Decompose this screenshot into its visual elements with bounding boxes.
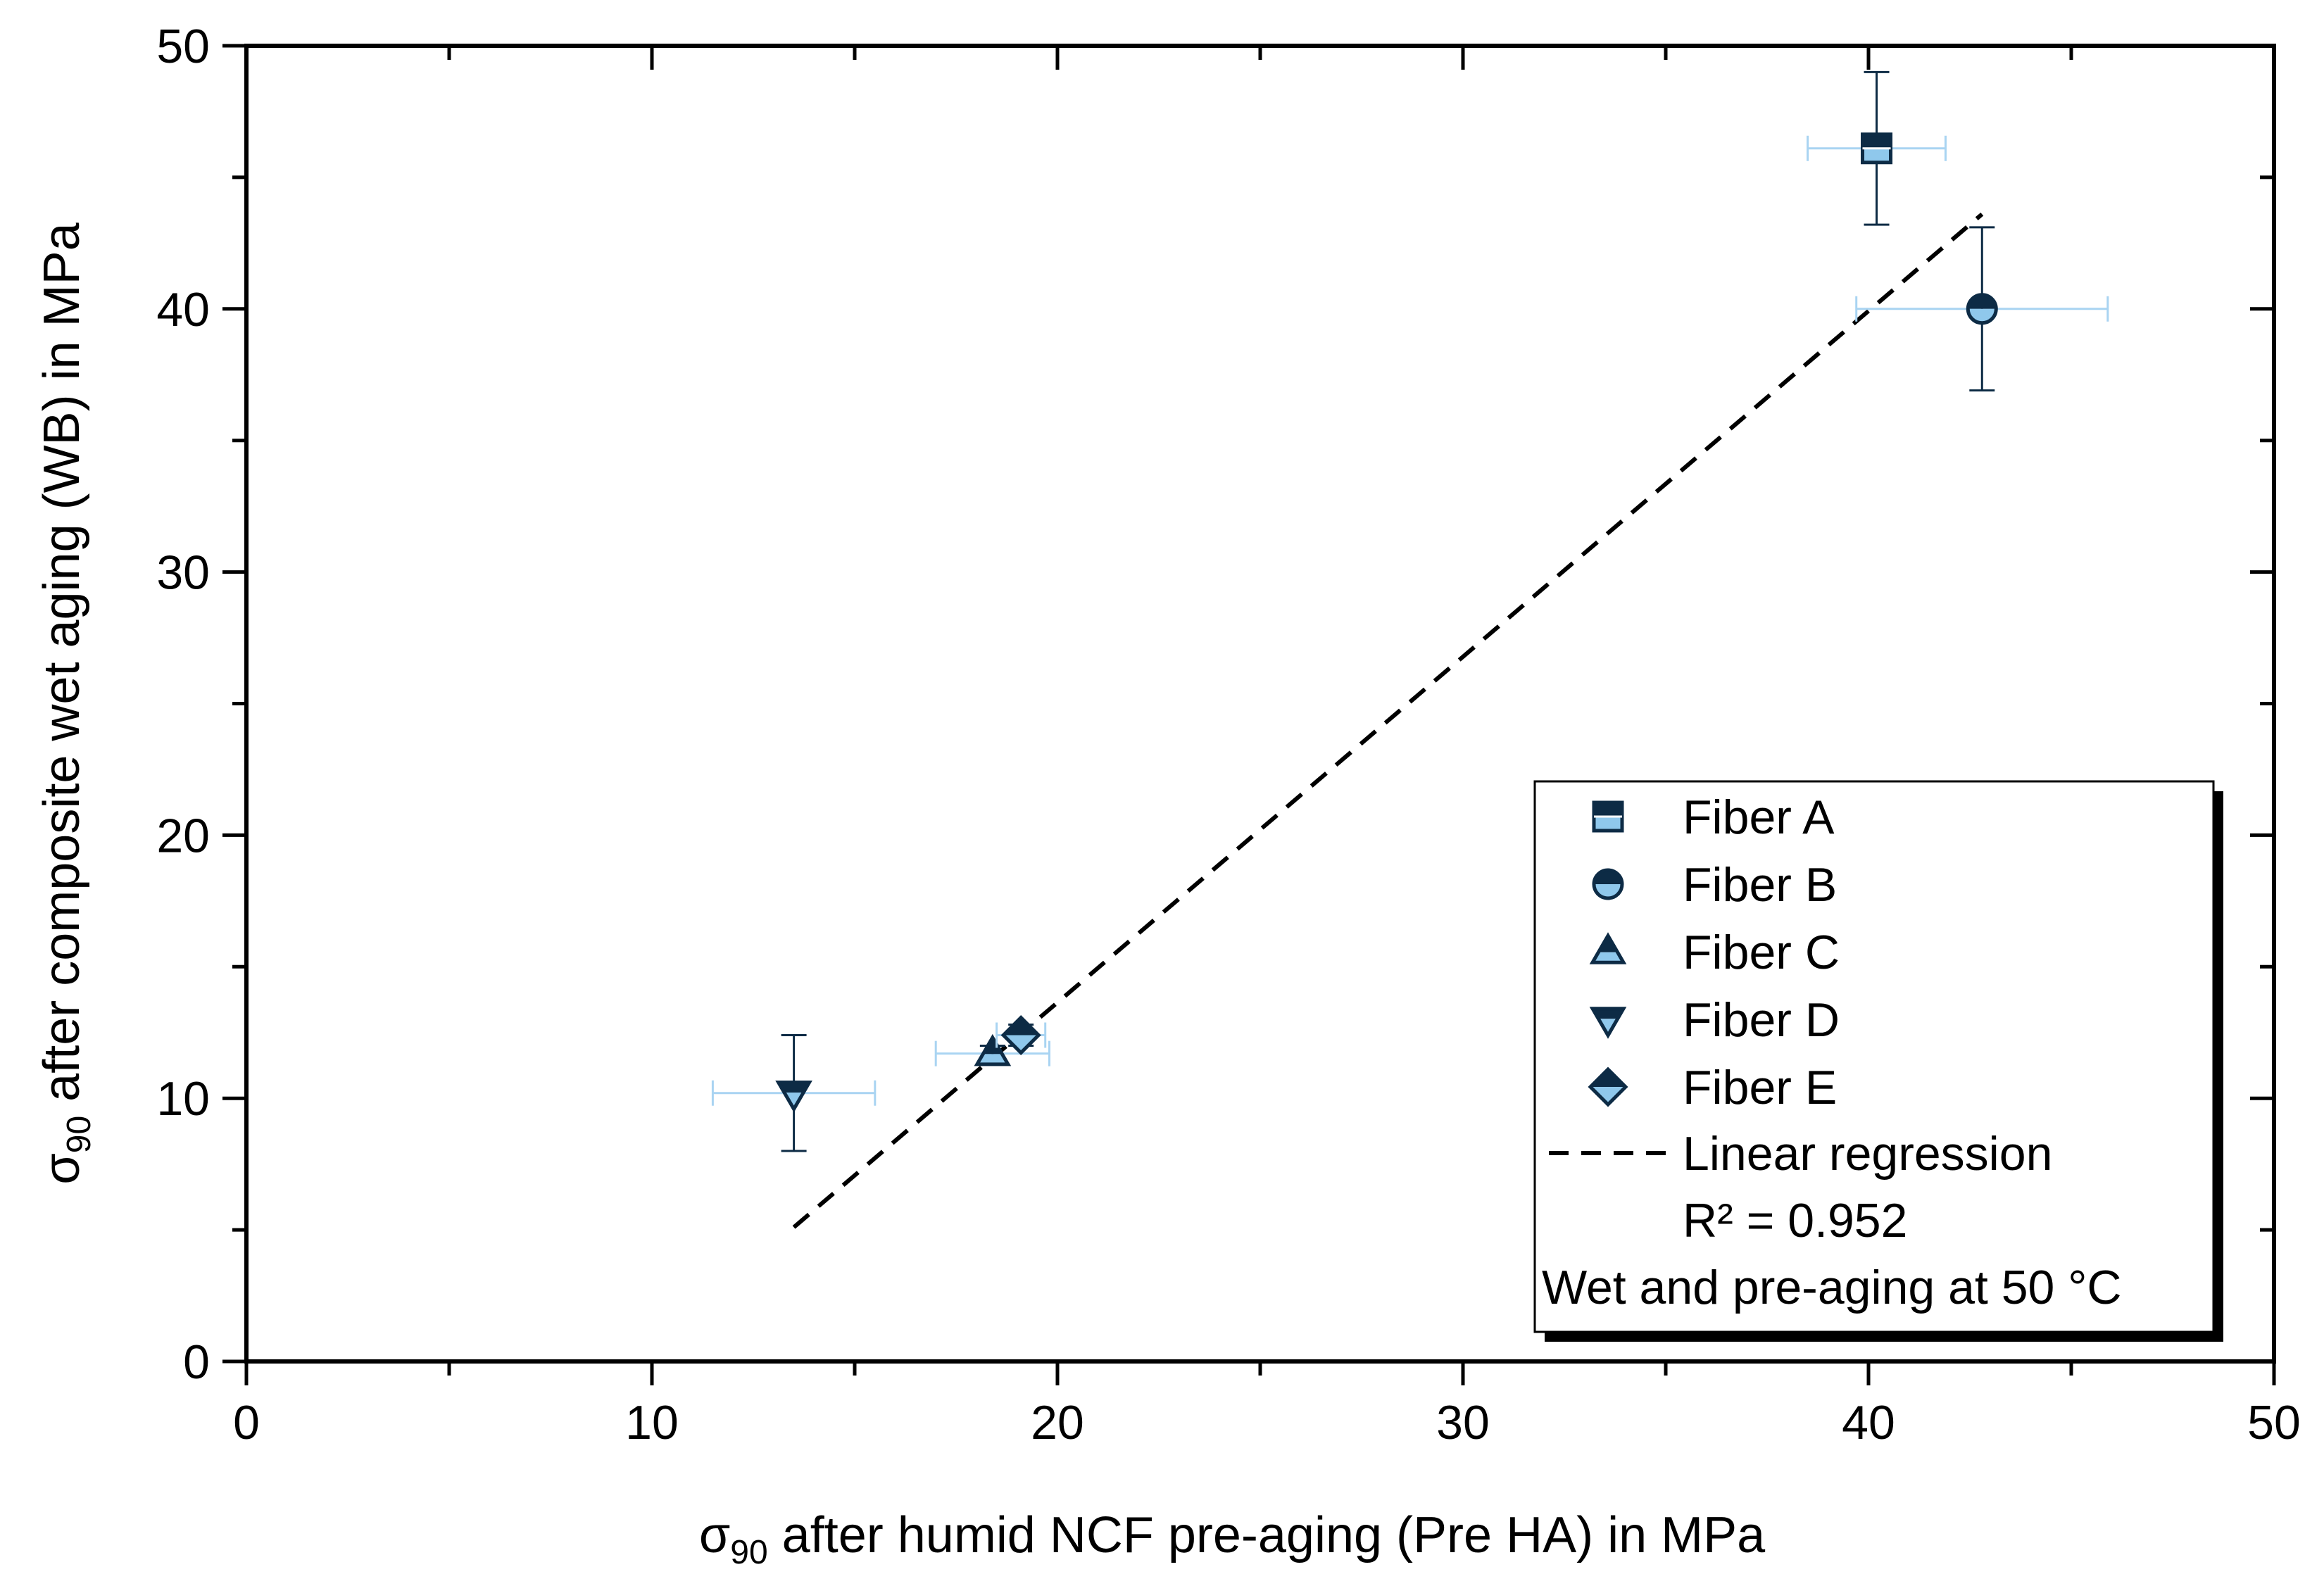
- marker-bottom-half: [1594, 817, 1622, 831]
- fiber-a-point-group: [1807, 70, 1947, 226]
- x-tick-label: 10: [625, 1396, 679, 1449]
- legend-item-fiber-d: Fiber D: [1589, 993, 1840, 1047]
- marker-bottom-half: [976, 1054, 1008, 1064]
- legend-label-fiber-c: Fiber C: [1683, 926, 1840, 979]
- marker-top-half: [1593, 1008, 1623, 1019]
- marks-layer: [711, 70, 2109, 1229]
- legend-item-fiber-b: Fiber B: [1592, 858, 1837, 912]
- legend: Fiber A Fiber B Fiber C Fiber D Fiber E Line…: [1533, 780, 2223, 1342]
- marker-outline: [974, 1033, 1012, 1066]
- marker-outline: [1966, 293, 1998, 325]
- legend-marker-fiber-e: [1588, 1066, 1628, 1107]
- y-tick-label: 40: [156, 283, 210, 336]
- legend-item-fiber-e: Fiber E: [1588, 1061, 1837, 1114]
- x-tick-label: 20: [1031, 1396, 1084, 1449]
- fiber-e-marker: [1000, 1014, 1041, 1056]
- legend-label-fiber-d: Fiber D: [1683, 993, 1840, 1047]
- marker-bottom-half: [1598, 1019, 1618, 1036]
- legend-marker-fiber-c: [1589, 932, 1627, 964]
- fiber-a-marker: [1861, 132, 1893, 165]
- legend-marker-fiber-b: [1592, 868, 1624, 900]
- marker-top-half: [1598, 936, 1618, 952]
- x-tick-label: 50: [2247, 1396, 2301, 1449]
- legend-regression-label: Linear regression: [1683, 1127, 2052, 1181]
- y-tick-label: 50: [156, 20, 210, 73]
- fiber-c-point-group: [934, 1033, 1050, 1066]
- legend-item-fiber-c: Fiber C: [1589, 926, 1840, 979]
- legend-entries: Fiber A Fiber B Fiber C Fiber D Fiber E: [1588, 791, 1840, 1114]
- marker-top-half: [983, 1037, 1003, 1055]
- legend-label-fiber-b: Fiber B: [1683, 858, 1837, 912]
- marker-outline: [1589, 1007, 1627, 1039]
- legend-r2-label: R² = 0.952: [1683, 1194, 1907, 1247]
- marker-top-half: [1594, 803, 1622, 817]
- marker-outline: [1592, 868, 1624, 900]
- y-tick-label: 20: [156, 809, 210, 862]
- marker-top-half: [1003, 1017, 1039, 1036]
- legend-marker-fiber-d: [1589, 1007, 1627, 1039]
- marker-bottom-half: [784, 1092, 804, 1109]
- marker-outline: [1589, 932, 1627, 964]
- x-axis-title-subscript: 90: [730, 1534, 767, 1571]
- y-axis-title: σ90 after composite wet aging (WB) in MP…: [34, 222, 98, 1184]
- legend-box: [1533, 780, 2215, 1333]
- y-tick-label: 30: [156, 546, 210, 600]
- fiber-b-marker: [1966, 293, 1998, 325]
- y-tick-label: 10: [156, 1072, 210, 1126]
- legend-note: Wet and pre-aging at 50 °C: [1542, 1261, 2122, 1314]
- fiber-e-point-group: [995, 1014, 1047, 1056]
- y-axis-title-subscript: 90: [61, 1116, 98, 1153]
- x-tick-label: 30: [1436, 1396, 1490, 1449]
- marker-outline: [1000, 1014, 1041, 1056]
- marker-outline: [775, 1081, 812, 1113]
- legend-label-fiber-a: Fiber A: [1683, 791, 1835, 844]
- marker-outline: [1588, 1066, 1628, 1107]
- marker-bottom-half: [1003, 1035, 1039, 1053]
- marker-top-half: [1590, 1069, 1626, 1087]
- legend-marker-fiber-a: [1592, 800, 1624, 833]
- legend-label-fiber-e: Fiber E: [1683, 1061, 1837, 1114]
- x-axis-title-text: after humid NCF pre-aging (Pre HA) in MP…: [768, 1507, 1766, 1563]
- marker-bottom-half: [1590, 1087, 1626, 1104]
- x-tick-label: 40: [1842, 1396, 1895, 1449]
- y-axis-title-symbol: σ: [34, 1153, 90, 1184]
- marker-top-half: [1862, 134, 1891, 149]
- legend-item-fiber-a: Fiber A: [1592, 791, 1835, 844]
- y-axis-title-text: after composite wet aging (WB) in MPa: [34, 222, 90, 1115]
- fiber-c-marker: [974, 1033, 1012, 1066]
- x-axis-title: σ90 after humid NCF pre-aging (Pre HA) i…: [699, 1507, 1766, 1571]
- marker-bottom-half: [1593, 952, 1623, 963]
- fiber-b-point-group: [1855, 226, 2109, 392]
- marker-bottom-half: [1862, 148, 1891, 163]
- y-tick-label: 0: [183, 1335, 210, 1389]
- fiber-d-marker: [775, 1081, 812, 1113]
- fiber-d-point-group: [711, 1033, 877, 1152]
- tick-labels-layer: 0 10 20 30 40 50 0 10 20 30 40 50: [156, 20, 2300, 1449]
- ticks-layer: [222, 44, 2276, 1385]
- marker-top-half: [778, 1082, 810, 1093]
- x-axis-title-symbol: σ: [699, 1507, 730, 1563]
- x-tick-label: 0: [233, 1396, 260, 1449]
